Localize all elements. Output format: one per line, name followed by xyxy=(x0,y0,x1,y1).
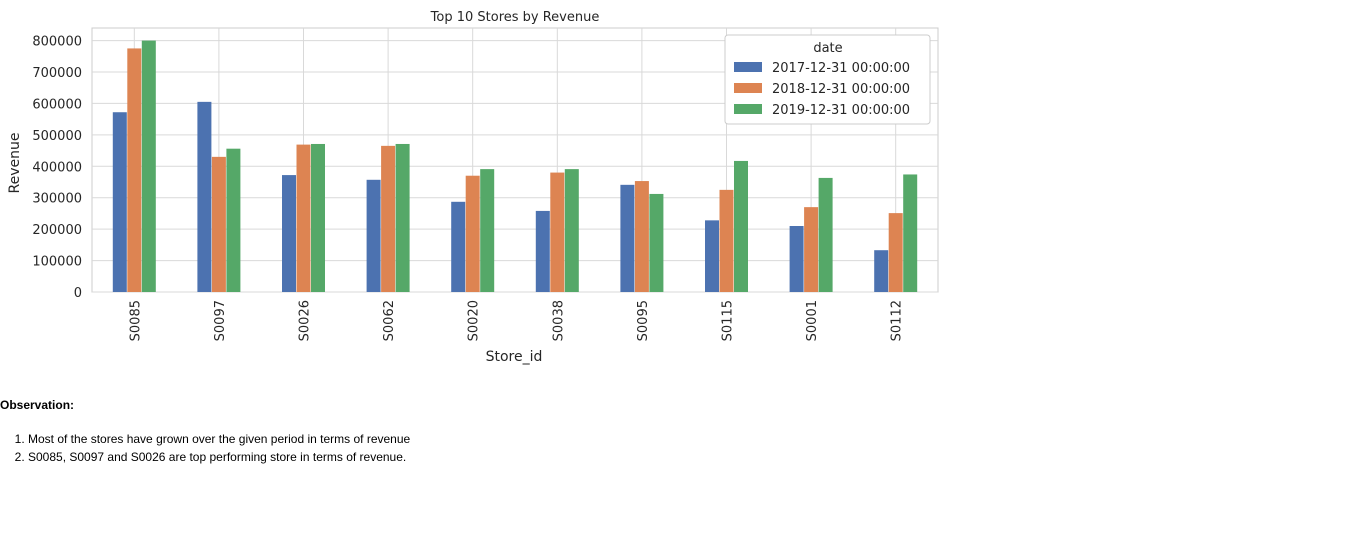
bar xyxy=(141,40,156,293)
bar xyxy=(395,143,410,292)
bar xyxy=(226,148,241,292)
bar xyxy=(649,193,664,292)
bar xyxy=(366,179,381,292)
x-tick-label: S0038 xyxy=(551,300,566,341)
legend-box xyxy=(724,34,931,125)
bar-chart-svg: Top 10 Stores by Revenue 0 100000 200000 30… xyxy=(7,10,939,365)
x-tick-label: S0112 xyxy=(890,300,905,341)
legend-label: 2018-12-31 00:00:00 xyxy=(772,82,910,97)
bar xyxy=(381,145,396,292)
observation-title: Observation: xyxy=(0,398,75,412)
bar xyxy=(903,174,918,292)
y-axis-label: Revenue xyxy=(7,133,23,194)
legend-items: 2017-12-31 00:00:00 2018-12-31 00:00:00 20… xyxy=(734,61,910,118)
y-tick-label: 500000 xyxy=(32,129,82,144)
legend-title: date xyxy=(813,41,842,56)
legend-label: 2019-12-31 00:00:00 xyxy=(772,103,910,118)
x-tick-label: S0085 xyxy=(128,300,143,341)
legend-swatch xyxy=(734,62,762,72)
legend-swatch xyxy=(734,83,762,93)
bar xyxy=(719,189,734,292)
observation-list: Most of the stores have grown over the g… xyxy=(0,430,410,466)
bar xyxy=(535,210,550,292)
bar xyxy=(705,220,719,292)
y-tick-label: 200000 xyxy=(32,223,82,238)
bars xyxy=(112,40,918,293)
legend-swatch xyxy=(734,104,762,114)
bar xyxy=(197,101,212,292)
x-tick-label: S0115 xyxy=(721,300,736,341)
legend-label: 2017-12-31 00:00:00 xyxy=(772,61,910,76)
x-tick-label: S0020 xyxy=(467,300,482,341)
bar xyxy=(804,207,819,292)
y-tick-label: 300000 xyxy=(32,192,82,207)
chart: Top 10 Stores by Revenue 0 100000 200000 30… xyxy=(0,0,960,380)
bar xyxy=(888,213,903,292)
bar xyxy=(634,181,649,292)
bar xyxy=(874,250,889,292)
y-ticks: 0 100000 200000 300000 400000 500000 600000 700… xyxy=(32,35,82,301)
observation-item: Most of the stores have grown over the g… xyxy=(28,430,410,448)
bar xyxy=(550,172,565,292)
y-tick-label: 0 xyxy=(74,286,82,301)
bar xyxy=(296,144,311,292)
legend: date 2017-12-31 00:00:00 2018-12-31 00:00… xyxy=(724,34,931,125)
bar xyxy=(112,112,127,292)
x-tick-label: S0062 xyxy=(382,300,397,341)
x-tick-label: S0001 xyxy=(805,300,820,341)
x-tick-label: S0097 xyxy=(213,300,228,341)
bar xyxy=(465,175,480,292)
bar xyxy=(211,156,226,292)
y-tick-label: 400000 xyxy=(32,160,82,175)
bar xyxy=(734,160,748,292)
x-ticks: S0085 S0097 S0026 S0062 S0020 S0038 S0095 S0115… xyxy=(128,300,904,341)
bar xyxy=(789,226,804,292)
y-tick-label: 600000 xyxy=(32,97,82,112)
bar xyxy=(311,143,325,292)
bar xyxy=(620,184,635,292)
x-tick-label: S0026 xyxy=(298,300,313,341)
bar xyxy=(818,177,833,292)
x-axis-label: Store_id xyxy=(486,349,543,365)
y-tick-label: 800000 xyxy=(32,35,82,50)
bar xyxy=(451,201,466,292)
observation-item: S0085, S0097 and S0026 are top performin… xyxy=(28,448,410,466)
x-tick-label: S0095 xyxy=(636,300,651,341)
y-tick-label: 100000 xyxy=(32,255,82,270)
y-tick-label: 700000 xyxy=(32,66,82,81)
bar xyxy=(480,169,495,292)
chart-title: Top 10 Stores by Revenue xyxy=(430,10,600,25)
bar xyxy=(127,48,142,292)
bar xyxy=(564,169,579,292)
bar xyxy=(282,175,296,292)
